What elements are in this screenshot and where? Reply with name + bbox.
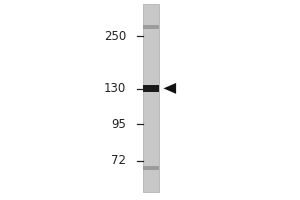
Text: 72: 72 — [111, 154, 126, 168]
Bar — [142, 4, 159, 192]
Text: 130: 130 — [104, 82, 126, 95]
Bar — [142, 166, 159, 170]
Polygon shape — [164, 83, 176, 94]
Text: 250: 250 — [104, 29, 126, 43]
Text: 95: 95 — [111, 117, 126, 130]
Bar — [142, 85, 159, 92]
Bar — [142, 25, 159, 29]
